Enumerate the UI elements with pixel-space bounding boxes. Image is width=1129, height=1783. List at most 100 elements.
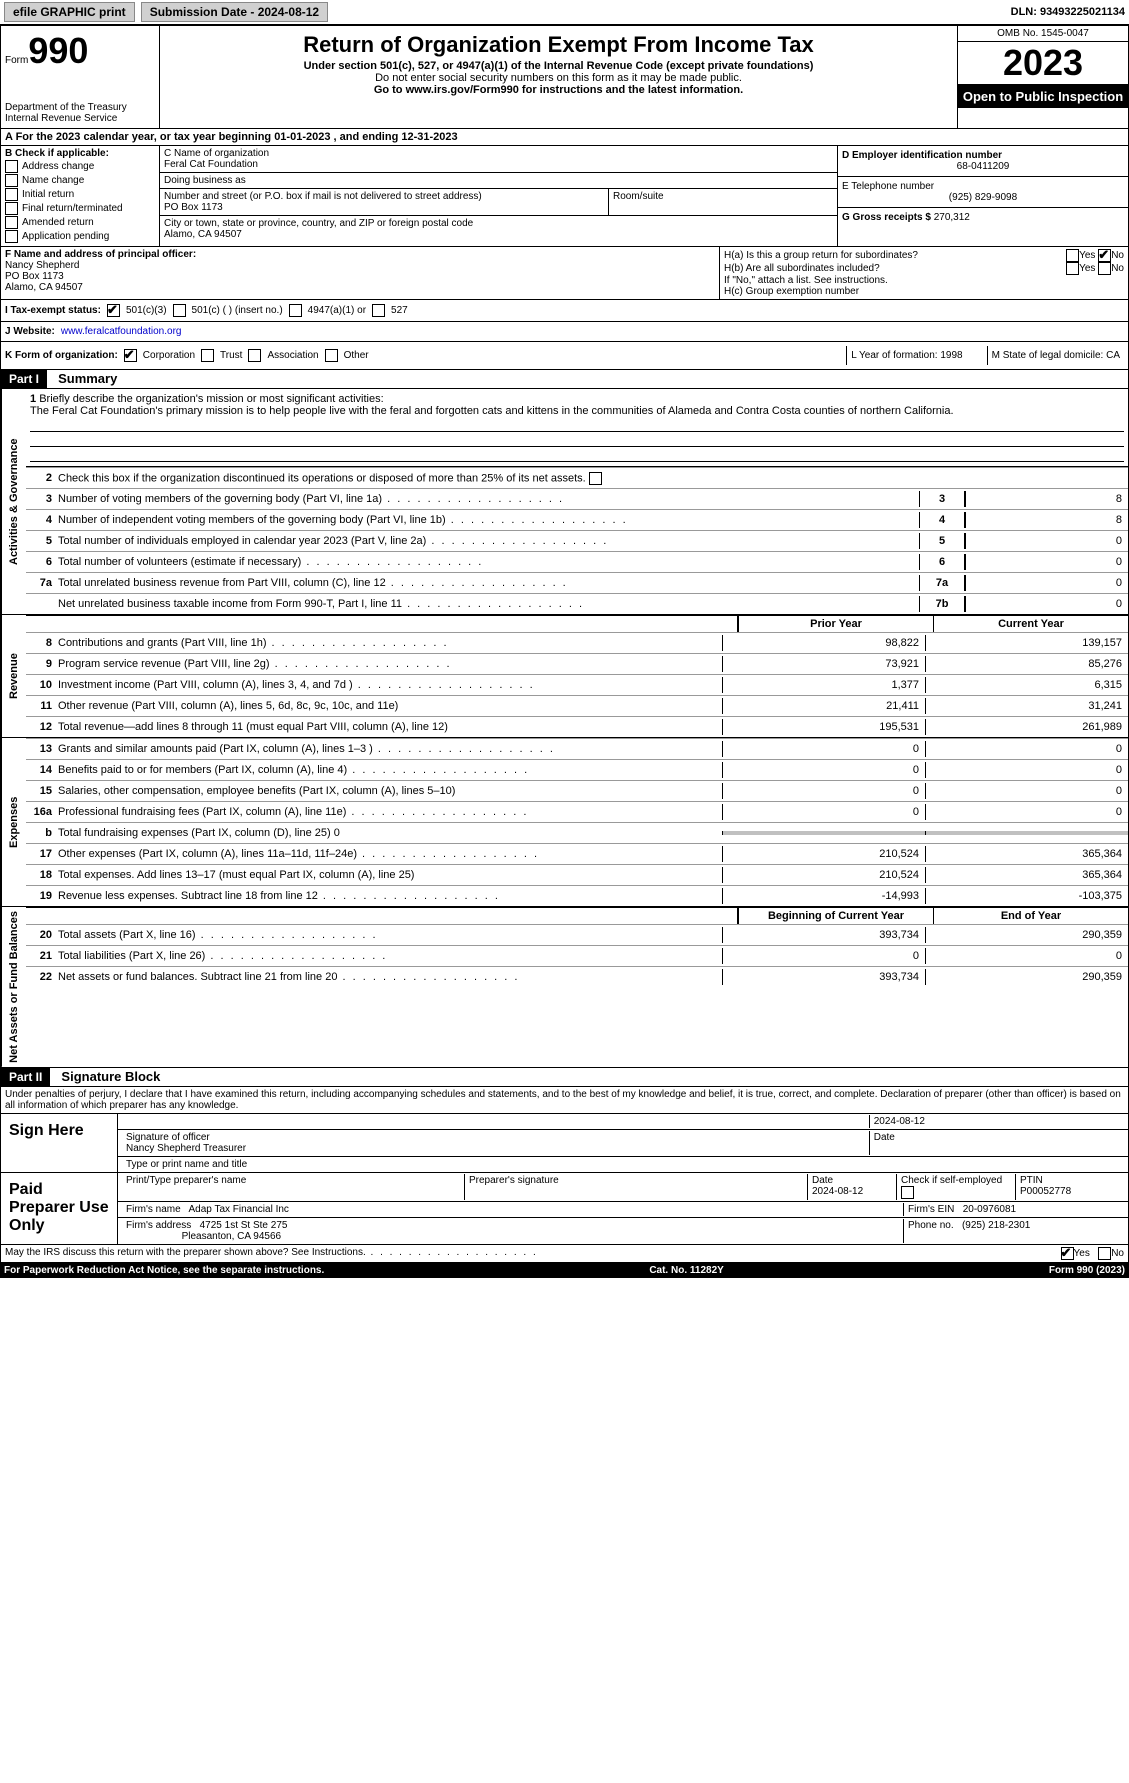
pra-notice: For Paperwork Reduction Act Notice, see … <box>4 1265 324 1276</box>
part2-header-row: Part II Signature Block <box>0 1068 1129 1087</box>
col-current-year: Current Year <box>933 616 1128 632</box>
street-value: PO Box 1173 <box>164 202 604 213</box>
cb-discontinued[interactable] <box>589 472 602 485</box>
goto-link[interactable]: Go to www.irs.gov/Form990 for instructio… <box>164 84 953 96</box>
firm-name: Adap Tax Financial Inc <box>189 1204 289 1215</box>
activities-governance-section: Activities & Governance 1 Briefly descri… <box>0 389 1129 615</box>
officer-street: PO Box 1173 <box>5 271 715 282</box>
val-4: 8 <box>965 512 1128 528</box>
col-end: End of Year <box>933 908 1128 924</box>
cb-hb-no[interactable] <box>1098 262 1111 275</box>
year-formation: L Year of formation: 1998 <box>846 346 966 365</box>
cb-initial-return[interactable] <box>5 188 18 201</box>
city-value: Alamo, CA 94507 <box>164 229 833 240</box>
street-label: Number and street (or P.O. box if mail i… <box>164 191 604 202</box>
val-3: 8 <box>965 491 1128 507</box>
cb-527[interactable] <box>372 304 385 317</box>
vtab-net-assets: Net Assets or Fund Balances <box>1 907 26 1067</box>
may-irs-row: May the IRS discuss this return with the… <box>0 1245 1129 1263</box>
page-footer: For Paperwork Reduction Act Notice, see … <box>0 1263 1129 1278</box>
cb-address-change[interactable] <box>5 160 18 173</box>
open-to-public: Open to Public Inspection <box>958 85 1128 108</box>
part2-title: Signature Block <box>53 1069 160 1084</box>
topbar: efile GRAPHIC print Submission Date - 20… <box>0 0 1129 25</box>
ptin-value: P00052778 <box>1020 1186 1071 1197</box>
vtab-revenue: Revenue <box>1 615 26 737</box>
entity-info-grid: B Check if applicable: Address change Na… <box>0 146 1129 247</box>
website-row: J Website: www.feralcatfoundation.org <box>0 322 1129 342</box>
sig-date-label: Date <box>870 1131 1124 1155</box>
col-prior-year: Prior Year <box>738 616 933 632</box>
cb-amended-return[interactable] <box>5 216 18 229</box>
cb-hb-yes[interactable] <box>1066 262 1079 275</box>
box-b-label: B Check if applicable: <box>5 148 155 159</box>
section-a-tax-year: A For the 2023 calendar year, or tax yea… <box>0 129 1129 146</box>
room-suite-label: Room/suite <box>609 189 837 215</box>
form-title: Return of Organization Exempt From Incom… <box>164 32 953 58</box>
website-link[interactable]: www.feralcatfoundation.org <box>61 326 182 337</box>
cb-final-return[interactable] <box>5 202 18 215</box>
ssn-warning: Do not enter social security numbers on … <box>164 72 953 84</box>
dln-label: DLN: 93493225021134 <box>1011 6 1125 18</box>
revenue-section: Revenue Prior Year Current Year 8Contrib… <box>0 615 1129 738</box>
dba-label: Doing business as <box>164 175 833 186</box>
sig-officer-name: Nancy Shepherd Treasurer <box>126 1143 865 1154</box>
officer-name: Nancy Shepherd <box>5 260 715 271</box>
cb-trust[interactable] <box>201 349 214 362</box>
officer-city: Alamo, CA 94507 <box>5 282 715 293</box>
cb-4947[interactable] <box>289 304 302 317</box>
efile-print-button[interactable]: efile GRAPHIC print <box>4 2 135 22</box>
form-subtitle: Under section 501(c), 527, or 4947(a)(1)… <box>164 60 953 72</box>
col-beginning: Beginning of Current Year <box>738 908 933 924</box>
net-assets-section: Net Assets or Fund Balances Beginning of… <box>0 907 1129 1068</box>
state-domicile: M State of legal domicile: CA <box>987 346 1124 365</box>
form-number: 990 <box>28 30 88 71</box>
cb-may-irs-no[interactable] <box>1098 1247 1111 1260</box>
ein-label: D Employer identification number <box>842 150 1124 161</box>
cb-association[interactable] <box>248 349 261 362</box>
mission-text: The Feral Cat Foundation's primary missi… <box>30 405 954 417</box>
form-header: Form990 Department of the Treasury Inter… <box>0 25 1129 129</box>
type-name-label: Type or print name and title <box>122 1158 1124 1171</box>
hb-label: H(b) Are all subordinates included? <box>724 263 880 274</box>
part1-badge: Part I <box>1 370 47 388</box>
tax-year: 2023 <box>958 42 1128 85</box>
ein-value: 68-0411209 <box>842 161 1124 172</box>
gross-receipts-value: 270,312 <box>934 212 970 223</box>
part1-header-row: Part I Summary <box>0 370 1129 389</box>
form-label: Form <box>5 55 28 66</box>
cb-ha-no[interactable] <box>1098 249 1111 262</box>
print-name-label: Print/Type preparer's name <box>122 1174 465 1200</box>
val-6: 0 <box>965 554 1128 570</box>
form-footer-label: Form 990 (2023) <box>1049 1265 1125 1276</box>
val-7b: 0 <box>965 596 1128 612</box>
firm-ein: 20-0976081 <box>963 1204 1016 1215</box>
cb-ha-yes[interactable] <box>1066 249 1079 262</box>
cb-corporation[interactable] <box>124 349 137 362</box>
cb-app-pending[interactable] <box>5 230 18 243</box>
val-5: 0 <box>965 533 1128 549</box>
cb-501c[interactable] <box>173 304 186 317</box>
mission-label: Briefly describe the organization's miss… <box>39 393 383 405</box>
org-name-label: C Name of organization <box>164 148 833 159</box>
vtab-activities: Activities & Governance <box>1 389 26 614</box>
sig-officer-label: Signature of officer <box>126 1132 865 1143</box>
sign-here-label: Sign Here <box>1 1114 118 1172</box>
cb-name-change[interactable] <box>5 174 18 187</box>
cb-may-irs-yes[interactable] <box>1061 1247 1074 1260</box>
firm-addr2: Pleasanton, CA 94566 <box>182 1231 282 1242</box>
cb-other[interactable] <box>325 349 338 362</box>
prep-sig-label: Preparer's signature <box>465 1174 808 1200</box>
cb-501c3[interactable] <box>107 304 120 317</box>
submission-date-label: Submission Date - 2024-08-12 <box>141 2 328 22</box>
signature-section: Sign Here 2024-08-12 Signature of office… <box>0 1114 1129 1245</box>
expenses-section: Expenses 13Grants and similar amounts pa… <box>0 738 1129 907</box>
cat-no: Cat. No. 11282Y <box>649 1265 723 1276</box>
officer-group-row: F Name and address of principal officer:… <box>0 247 1129 300</box>
officer-label: F Name and address of principal officer: <box>5 249 715 260</box>
cb-self-employed[interactable] <box>901 1186 914 1199</box>
ha-label: H(a) Is this a group return for subordin… <box>724 250 918 261</box>
tax-exempt-row: I Tax-exempt status: 501(c)(3) 501(c) ( … <box>0 300 1129 322</box>
phone-label: E Telephone number <box>842 181 1124 192</box>
perjury-statement: Under penalties of perjury, I declare th… <box>0 1087 1129 1114</box>
